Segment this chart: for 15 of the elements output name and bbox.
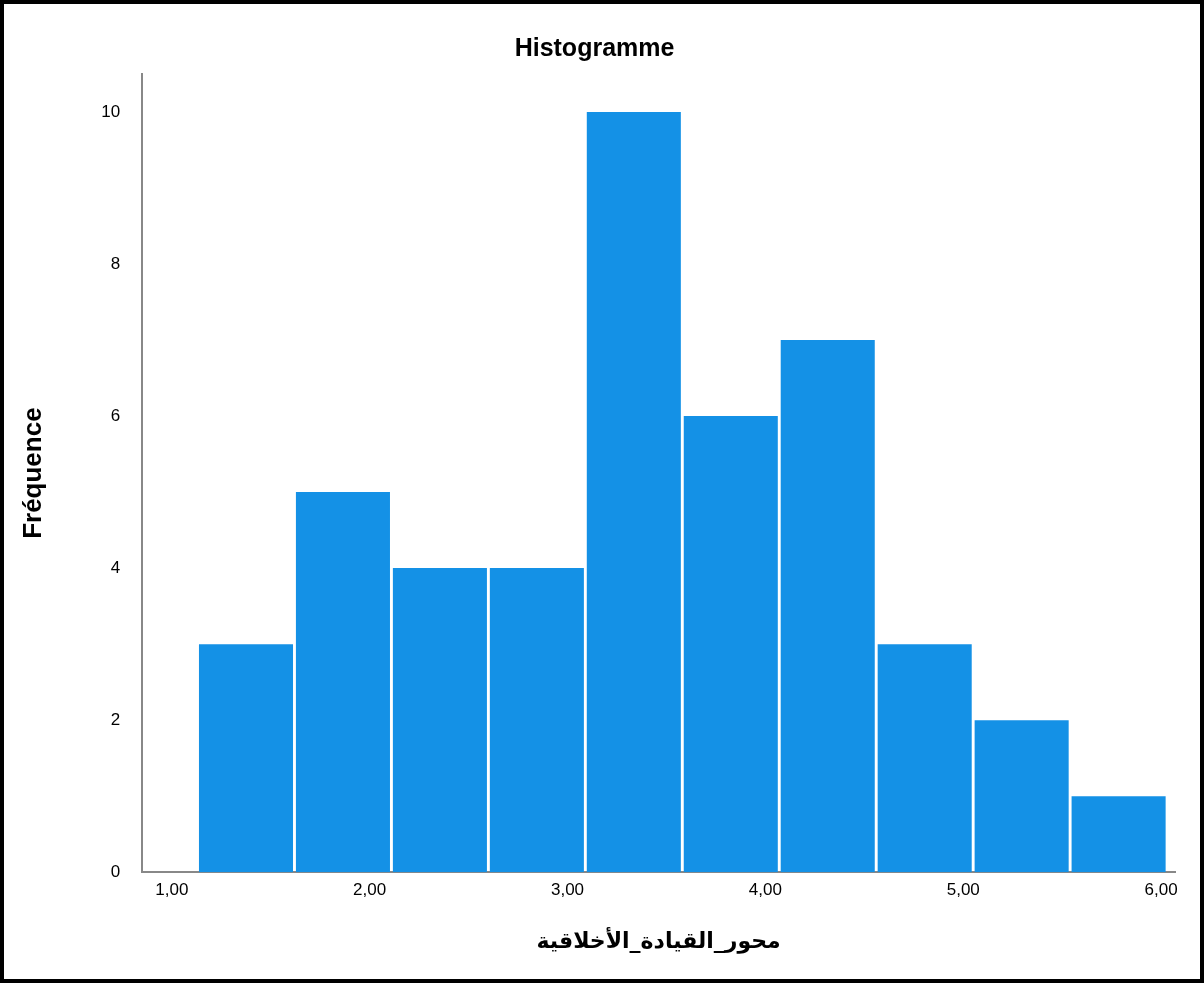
x-tick-label: 1,00 <box>155 880 189 900</box>
y-tick-label: 2 <box>110 709 121 729</box>
x-tick-label: 6,00 <box>1144 880 1178 900</box>
chart-title: Histogramme <box>514 32 675 61</box>
y-tick-label: 4 <box>110 557 121 577</box>
x-tick-label: 4,00 <box>748 880 782 900</box>
x-axis-title: محور_القيادة_الأخلاقية <box>536 925 781 954</box>
y-tick-label: 8 <box>110 253 121 273</box>
y-tick-label: 6 <box>110 405 121 425</box>
x-tick-label: 2,00 <box>353 880 387 900</box>
y-tick-label: 0 <box>110 861 121 881</box>
x-tick-label: 5,00 <box>946 880 980 900</box>
y-tick-label: 10 <box>101 101 121 121</box>
x-tick-label: 3,00 <box>550 880 585 900</box>
y-axis-title: Fréquence <box>16 407 47 539</box>
